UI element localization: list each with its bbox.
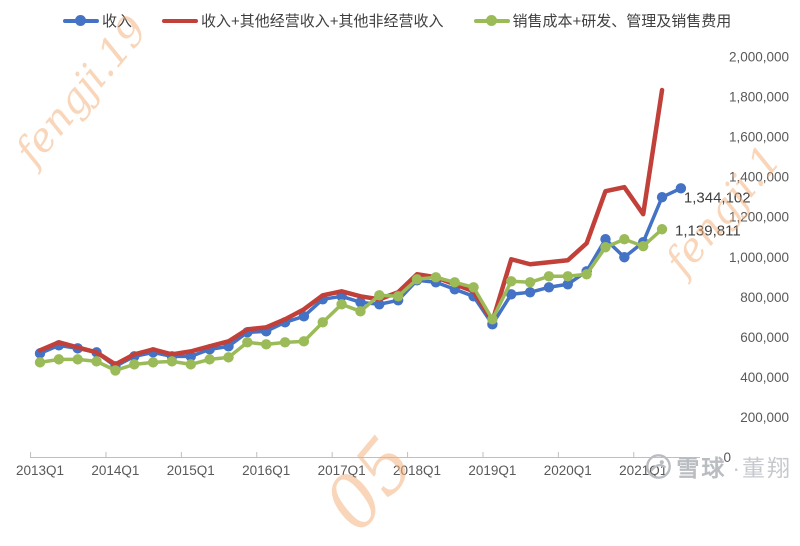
series-line-1 — [37, 87, 665, 367]
legend-label-costs: 销售成本+研发、管理及销售费用 — [512, 13, 732, 30]
series-point-2 — [430, 272, 442, 283]
brand-site-text: 雪球 — [676, 455, 727, 481]
series-point-2 — [468, 282, 479, 293]
series-point-2 — [581, 269, 592, 280]
series-point-0 — [298, 311, 310, 322]
series-point-2 — [543, 271, 555, 282]
series-point-2 — [147, 357, 159, 368]
y-axis-label: 1,600,000 — [729, 130, 789, 145]
series-point-2 — [619, 234, 630, 245]
x-axis-label: 2017Q1 — [318, 463, 366, 478]
series-point-2 — [242, 337, 253, 348]
x-axis-label: 2018Q1 — [393, 463, 441, 478]
y-axis-label: 1,000,000 — [729, 250, 789, 265]
series-point-0 — [355, 297, 366, 308]
legend-item-costs: 销售成本+研发、管理及销售费用 — [473, 10, 732, 31]
series-point-0 — [524, 287, 536, 298]
series-point-2 — [223, 352, 234, 363]
series-point-0 — [562, 279, 573, 290]
series-point-2 — [506, 276, 517, 287]
series-point-2 — [411, 274, 423, 285]
series-point-0 — [543, 282, 555, 293]
legend-item-total-income: 收入+其他经营收入+其他非经营收入 — [162, 10, 444, 31]
data-label-series-2: 1,139,811 — [675, 222, 741, 239]
series-point-0 — [619, 252, 630, 263]
series-point-2 — [110, 365, 121, 376]
line-marker-icon — [162, 18, 199, 23]
series-point-2 — [34, 357, 46, 368]
series-point-0 — [374, 299, 385, 310]
series-line-2 — [38, 227, 664, 373]
series-point-2 — [524, 277, 536, 288]
series-point-2 — [449, 277, 460, 288]
line-dot-marker-icon — [63, 15, 99, 26]
series-point-2 — [53, 354, 65, 365]
series-point-0 — [675, 183, 687, 194]
xueqiu-logo-icon — [646, 453, 672, 479]
legend-label-revenue: 收入 — [102, 13, 133, 30]
y-axis-label: 800,000 — [740, 290, 789, 305]
series-point-2 — [487, 314, 498, 325]
series-point-0 — [600, 234, 611, 245]
x-axis-label: 2019Q1 — [468, 463, 516, 478]
chart-area: 0 200,000 400,000 600,000 800,000 1,000,000 1,… — [16, 50, 789, 479]
y-axis-label: 200,000 — [740, 410, 789, 425]
x-axis-label: 2020Q1 — [544, 463, 592, 478]
series-point-2 — [298, 336, 310, 347]
series-point-2 — [600, 242, 611, 253]
legend-label-total-income: 收入+其他经营收入+其他非经营收入 — [201, 13, 444, 30]
series-point-0 — [506, 289, 517, 300]
series-point-2 — [336, 299, 347, 310]
series-point-2 — [355, 306, 366, 317]
series-point-2 — [129, 359, 140, 370]
series-point-2 — [374, 290, 385, 301]
series-point-2 — [392, 291, 404, 302]
y-axis-label: 1,400,000 — [729, 170, 789, 185]
series-point-2 — [279, 337, 291, 348]
x-axis-label: 2014Q1 — [91, 463, 139, 478]
series-point-2 — [656, 224, 668, 235]
series-point-2 — [261, 339, 272, 350]
series-point-2 — [562, 271, 573, 282]
data-label-series-0: 1,344,102 — [684, 189, 751, 206]
series-point-0 — [656, 191, 668, 203]
series-point-2 — [91, 356, 102, 367]
y-axis-label: 1,200,000 — [729, 210, 789, 225]
brand-author-text: ·董翔 — [732, 455, 792, 481]
legend-item-revenue: 收入 — [63, 10, 132, 31]
series-point-2 — [317, 317, 328, 328]
y-axis-label: 400,000 — [740, 370, 789, 385]
series-point-2 — [204, 354, 215, 365]
chart-legend: 收入 收入+其他经营收入+其他非经营收入 销售成本+研发、管理及销售费用 — [63, 10, 731, 31]
y-axis-label: 1,800,000 — [729, 90, 789, 105]
series-point-2 — [185, 359, 196, 370]
branding: 雪球 ·董翔 — [645, 449, 792, 483]
line-dot-marker-icon — [473, 15, 510, 26]
x-axis-label: 2013Q1 — [16, 463, 64, 478]
y-axis-label: 600,000 — [740, 330, 789, 345]
x-axis-label: 2015Q1 — [167, 463, 215, 478]
series-point-2 — [166, 356, 178, 367]
series-point-2 — [638, 241, 649, 252]
x-axis-label: 2016Q1 — [242, 463, 290, 478]
series-point-2 — [72, 354, 83, 365]
y-axis-label: 2,000,000 — [729, 50, 789, 65]
y-axis-label: 0 — [723, 450, 731, 465]
line-chart-canvas: 0 200,000 400,000 600,000 800,000 1,000,000 1,… — [16, 50, 789, 479]
